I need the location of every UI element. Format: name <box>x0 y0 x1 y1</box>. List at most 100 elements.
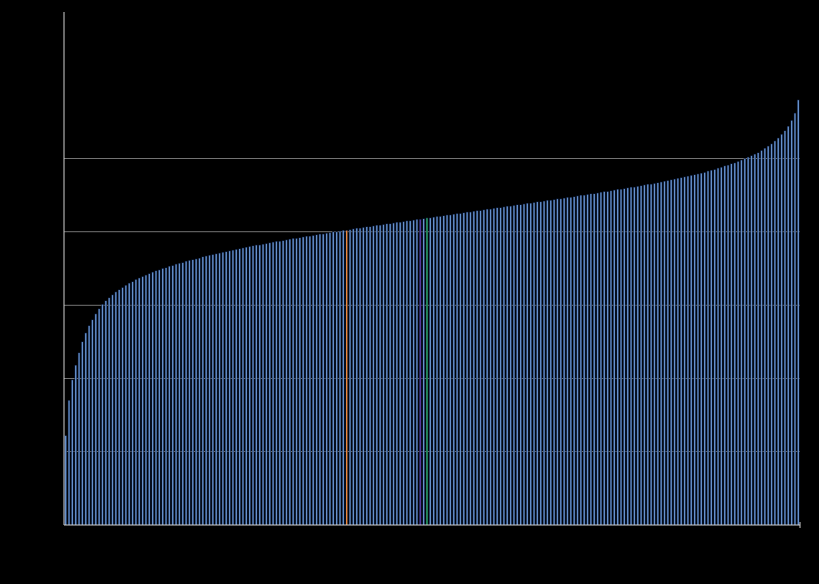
bar <box>443 216 445 525</box>
bar <box>587 194 589 525</box>
bar <box>543 201 545 525</box>
bar <box>352 229 354 525</box>
bar <box>339 231 341 525</box>
bar <box>654 183 656 525</box>
bar <box>108 298 110 525</box>
bar <box>761 151 763 525</box>
bar <box>302 237 304 525</box>
bar <box>493 208 495 525</box>
bar <box>416 219 418 525</box>
bar <box>259 245 261 525</box>
bar <box>162 269 164 526</box>
bar <box>168 266 170 525</box>
bar <box>563 198 565 525</box>
bar <box>349 230 351 525</box>
bar <box>403 222 405 525</box>
bar <box>731 164 733 525</box>
bar <box>282 241 284 525</box>
bar <box>112 295 114 525</box>
bar <box>265 244 267 525</box>
bar <box>279 241 281 525</box>
bar <box>406 221 408 525</box>
bar <box>423 219 425 525</box>
bar <box>627 188 629 525</box>
bar <box>687 176 689 525</box>
bar <box>567 197 569 525</box>
bar <box>155 271 157 525</box>
bar <box>757 153 759 525</box>
bar <box>102 304 104 525</box>
bar <box>383 225 385 525</box>
bar <box>289 239 291 525</box>
bar-highlight <box>419 219 421 525</box>
bar <box>677 178 679 525</box>
bar <box>286 240 288 525</box>
bar <box>242 248 244 525</box>
bar <box>105 301 107 525</box>
bar <box>644 185 646 525</box>
bar <box>674 179 676 525</box>
bar <box>557 199 559 525</box>
bar <box>446 215 448 525</box>
bar <box>480 211 482 525</box>
bar <box>520 205 522 525</box>
chart-svg <box>0 0 819 584</box>
bar <box>195 259 197 525</box>
bar-highlight <box>346 230 348 525</box>
bar <box>276 241 278 525</box>
bar <box>262 244 264 525</box>
bar <box>741 160 743 525</box>
bar <box>724 166 726 525</box>
bar <box>292 238 294 525</box>
bar <box>660 182 662 525</box>
bar <box>503 207 505 525</box>
bar <box>439 216 441 525</box>
bar <box>607 192 609 525</box>
bar <box>429 218 431 525</box>
bar <box>306 236 308 525</box>
bar <box>590 194 592 525</box>
bar <box>690 175 692 525</box>
bar <box>613 190 615 525</box>
bar <box>540 202 542 525</box>
bar <box>373 226 375 525</box>
bar <box>329 233 331 525</box>
bar <box>744 159 746 525</box>
bar <box>486 209 488 525</box>
bar <box>75 365 77 525</box>
bar <box>781 134 783 525</box>
bar <box>707 171 709 525</box>
bar <box>71 380 73 525</box>
bar <box>664 181 666 525</box>
bar <box>550 200 552 525</box>
bar <box>326 233 328 525</box>
bar <box>720 167 722 525</box>
bar <box>657 183 659 525</box>
bar <box>209 255 211 525</box>
bar <box>165 268 167 525</box>
bar <box>88 326 90 525</box>
bar <box>530 203 532 525</box>
bar <box>714 170 716 525</box>
bar <box>610 191 612 525</box>
bar <box>774 141 776 525</box>
bar <box>787 126 789 525</box>
bar <box>704 173 706 526</box>
bar <box>603 192 605 525</box>
bar <box>312 236 314 525</box>
bar <box>135 279 137 525</box>
bar <box>570 197 572 525</box>
bar <box>232 250 234 525</box>
bar <box>122 288 124 525</box>
bar <box>526 203 528 525</box>
bar <box>797 100 799 525</box>
bar <box>396 222 398 525</box>
bar <box>684 177 686 525</box>
bar <box>205 256 207 525</box>
bar <box>767 146 769 525</box>
bar <box>132 282 134 525</box>
bar <box>751 156 753 525</box>
bar <box>185 261 187 525</box>
bar <box>389 224 391 525</box>
bar <box>359 228 361 525</box>
